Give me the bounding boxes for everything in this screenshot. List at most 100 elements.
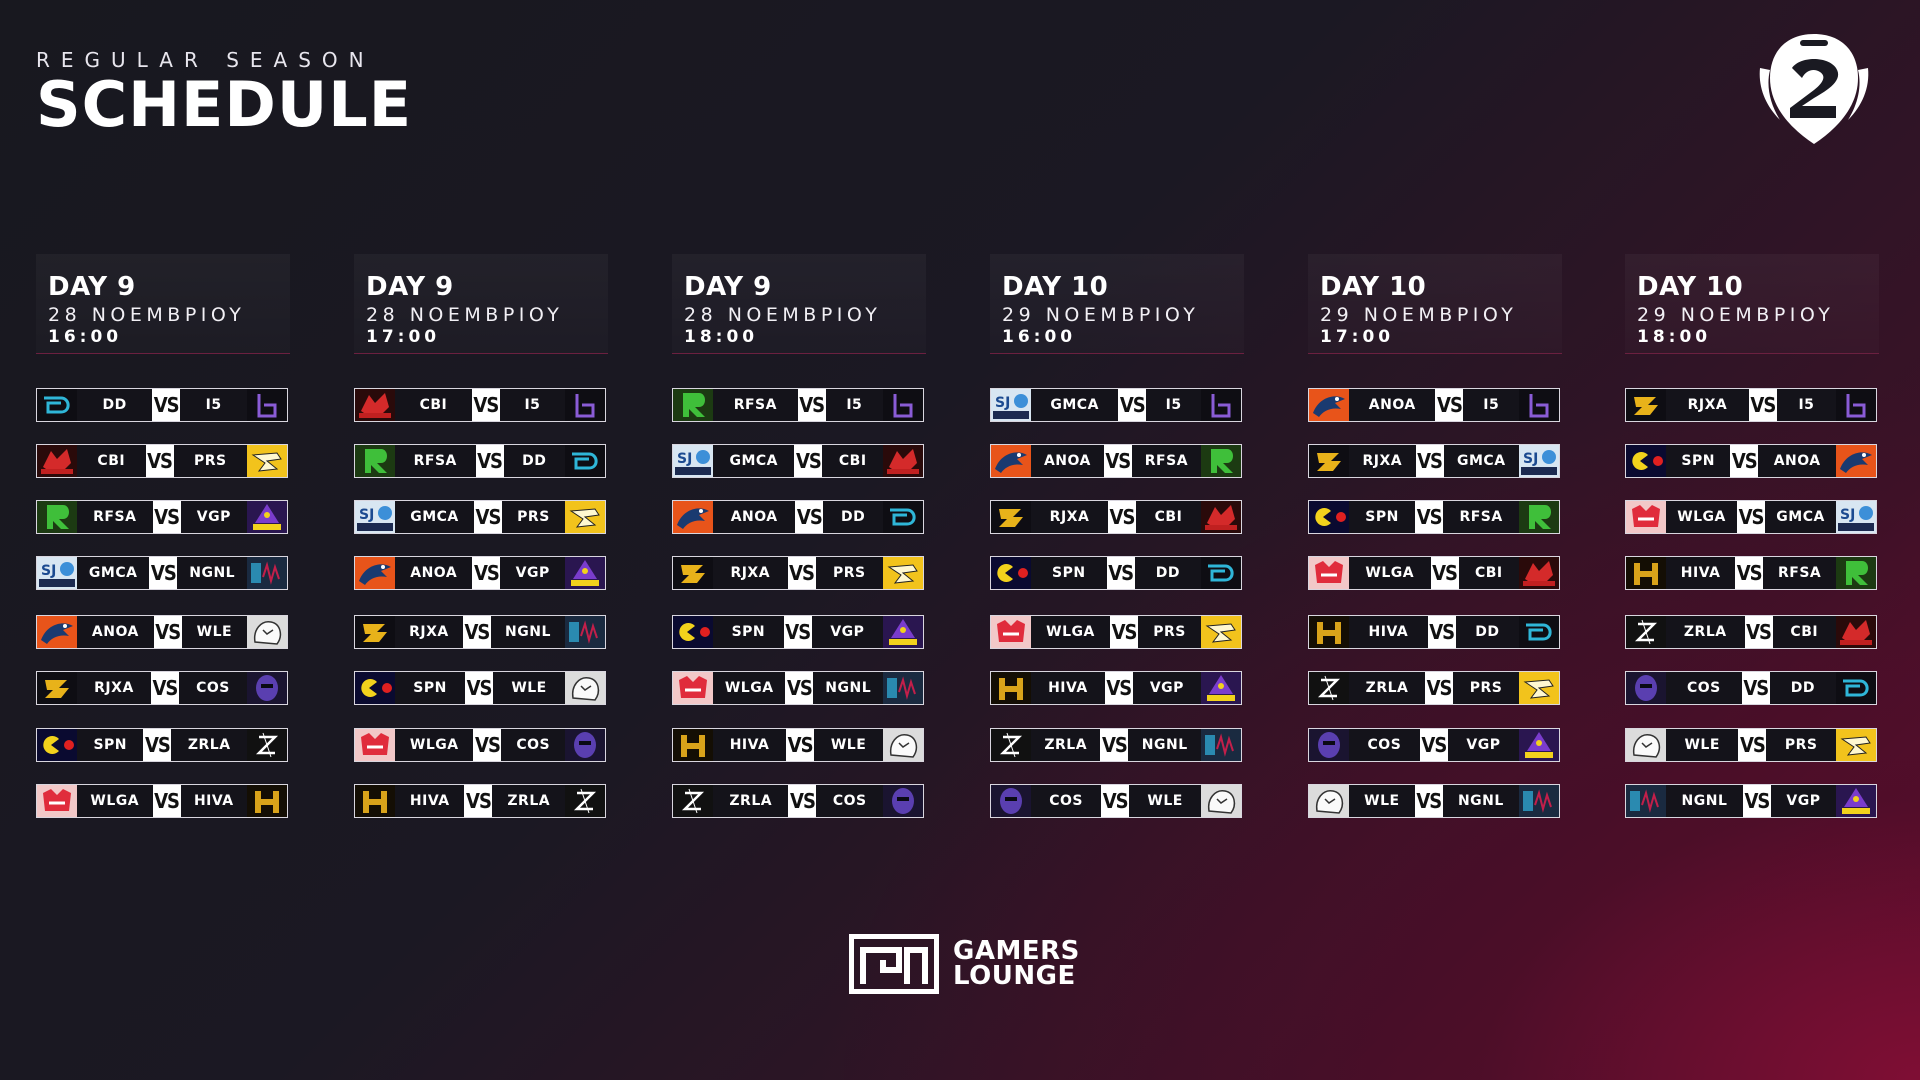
vs-badge: VS [1748, 389, 1777, 421]
vs-badge: VS [787, 557, 816, 589]
hiva-logo-icon [1626, 557, 1666, 589]
away-team-name: I5 [1798, 397, 1815, 413]
away-team-name: DD [1475, 624, 1500, 640]
day-time: 18:00 [684, 326, 759, 347]
i5-logo-icon [883, 389, 923, 421]
day-header: DAY 9 28 NOEMBPIOY 18:00 [672, 254, 926, 354]
wlga-logo-icon [991, 616, 1031, 648]
day-header: DAY 10 29 NOEMBPIOY 16:00 [990, 254, 1244, 354]
home-team-name: ZRLA [729, 793, 773, 809]
match-row: RFSA VS DD [354, 444, 606, 478]
match-row: WLGA VS NGNL [672, 671, 924, 705]
day-date: 29 NOEMBPIOY [1637, 304, 1835, 326]
away-team-name: NGNL [825, 680, 872, 696]
i5-logo-icon [565, 389, 606, 421]
cos-logo-icon [1626, 672, 1666, 704]
vs-badge: VS [1104, 672, 1133, 704]
match-row: SPN VS ANOA [1625, 444, 1877, 478]
vs-badge: VS [152, 501, 181, 533]
page-header: REGULAR SEASON SCHEDULE [36, 48, 412, 136]
cbi-logo-icon [1201, 501, 1241, 533]
i5-logo-icon [247, 389, 288, 421]
i5-logo-icon [1836, 389, 1877, 421]
vs-badge: VS [1107, 501, 1136, 533]
day-column: DAY 10 29 NOEMBPIOY 18:00 RJXA VS I5 SPN VS ANOA… [1625, 254, 1879, 854]
cos-logo-icon [883, 785, 924, 817]
ngnl-logo-icon [247, 557, 287, 589]
home-team-name: HIVA [409, 793, 450, 809]
prs-logo-icon [883, 557, 923, 589]
vs-badge: VS [1730, 445, 1759, 477]
match-row: SJ GMCA VS CBI [672, 444, 924, 478]
vs-badge: VS [1425, 672, 1454, 704]
away-team-name: PRS [193, 453, 227, 469]
match-row: COS VS VGP [1308, 728, 1560, 762]
away-team-name: CBI [1154, 509, 1183, 525]
away-team-name: PRS [1153, 624, 1186, 640]
home-team-name: ZRLA [1683, 624, 1727, 640]
match-row: ANOA VS VGP [354, 556, 606, 590]
away-team-name: NGNL [1457, 793, 1504, 809]
away-team-name: PRS [1469, 680, 1503, 696]
day-label: DAY 9 [684, 272, 772, 302]
rjxa-logo-icon [1626, 389, 1666, 421]
home-team-name: CBI [419, 397, 448, 413]
cos-logo-icon [565, 729, 605, 761]
vgp-logo-icon [1836, 785, 1877, 817]
anoa-logo-icon [1309, 389, 1349, 421]
day-time: 16:00 [1002, 326, 1077, 347]
day-column: DAY 10 29 NOEMBPIOY 17:00 ANOA VS I5 RJXA VS GMC… [1308, 254, 1562, 854]
match-row: RJXA VS GMCA SJ [1308, 444, 1560, 478]
rjxa-logo-icon [673, 557, 713, 589]
page-subtitle: REGULAR SEASON [36, 48, 375, 72]
anoa-logo-icon [991, 445, 1031, 477]
match-row: RJXA VS I5 [1625, 388, 1877, 422]
footer-line-2: LOUNGE [953, 961, 1076, 991]
match-row: ANOA VS I5 [1308, 388, 1560, 422]
dd-logo-icon [565, 445, 606, 477]
gmca-logo-icon: SJ [1519, 445, 1560, 477]
day-date: 29 NOEMBPIOY [1002, 304, 1200, 326]
vs-badge: VS [1419, 729, 1448, 761]
away-team-name: WLE [511, 680, 547, 696]
day-label: DAY 9 [48, 272, 136, 302]
spn-logo-icon [1309, 501, 1349, 533]
match-row: SPN VS WLE [354, 671, 606, 705]
cbi-logo-icon [1519, 557, 1560, 589]
home-team-name: WLGA [90, 793, 140, 809]
away-team-name: VGP [830, 624, 865, 640]
home-team-name: WLGA [1677, 509, 1726, 525]
day-column: DAY 9 28 NOEMBPIOY 18:00 RFSA VS I5 SJ GMCA VS CB… [672, 254, 926, 854]
match-row: ZRLA VS CBI [1625, 615, 1877, 649]
match-row: SPN VS VGP [672, 615, 924, 649]
rfsa-logo-icon [673, 389, 713, 421]
match-row: DD VS I5 [36, 388, 288, 422]
rfsa-logo-icon [355, 445, 395, 477]
home-team-name: RJXA [1362, 453, 1403, 469]
away-team-name: CBI [1790, 624, 1819, 640]
vs-badge: VS [1110, 616, 1139, 648]
home-team-name: COS [1049, 793, 1083, 809]
svg-text:SJ: SJ [359, 507, 374, 523]
vs-badge: VS [471, 389, 500, 421]
home-team-name: GMCA [729, 453, 778, 469]
match-row: ANOA VS DD [672, 500, 924, 534]
match-row: SJ GMCA VS I5 [990, 388, 1242, 422]
spn-logo-icon [37, 729, 77, 761]
home-team-name: HIVA [729, 737, 770, 753]
away-team-name: I5 [1483, 397, 1500, 413]
away-team-name: CBI [1474, 565, 1503, 581]
away-team-name: NGNL [1141, 737, 1188, 753]
vs-badge: VS [149, 557, 178, 589]
wle-logo-icon [1201, 785, 1242, 817]
vs-badge: VS [150, 672, 179, 704]
away-team-name: WLE [830, 737, 867, 753]
match-row: WLE VS PRS [1625, 728, 1877, 762]
home-team-name: SPN [1052, 565, 1086, 581]
match-row: RJXA VS PRS [672, 556, 924, 590]
svg-text:SJ: SJ [1840, 507, 1855, 523]
vs-badge: VS [465, 672, 494, 704]
away-team-name: COS [196, 680, 230, 696]
day-header: DAY 10 29 NOEMBPIOY 18:00 [1625, 254, 1879, 354]
away-team-name: VGP [1786, 793, 1821, 809]
